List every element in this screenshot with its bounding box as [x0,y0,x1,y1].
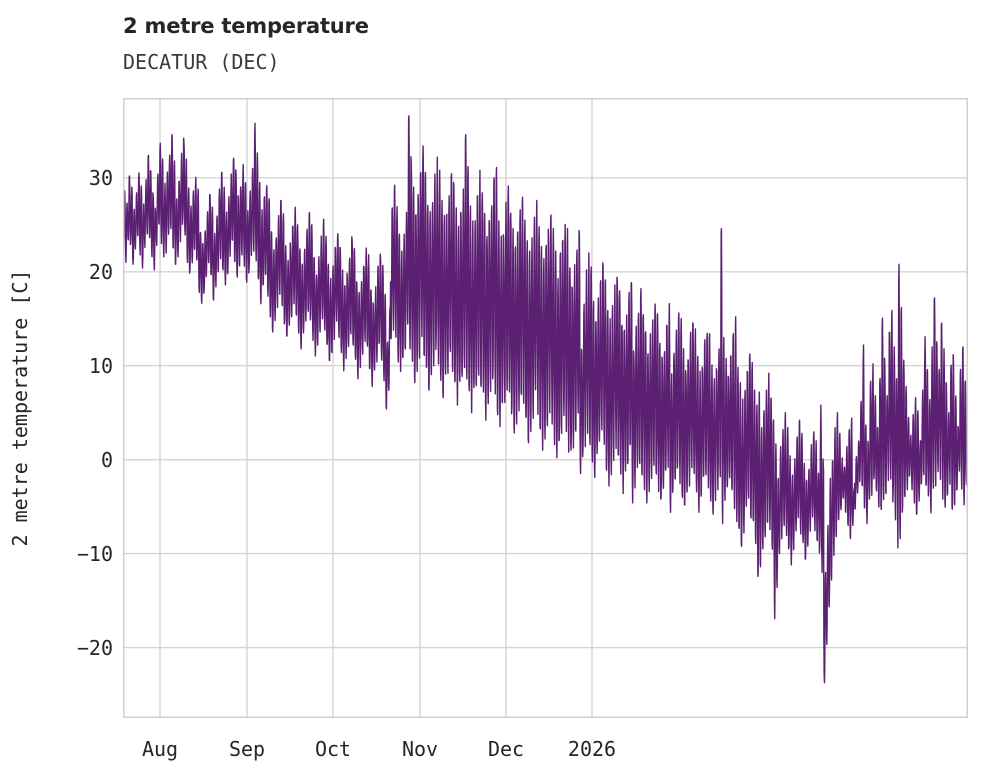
y-tick-label: −10 [76,541,113,566]
chart-subtitle: DECATUR (DEC) [123,50,280,74]
x-tick-label: Oct [314,737,352,761]
x-tick-label: Sep [228,737,266,761]
x-tick-label: 2026 [567,737,617,761]
x-tick-label: Nov [401,737,439,761]
x-tick-label: Dec [487,737,525,761]
y-tick-label: 30 [88,165,113,190]
y-tick-label: 20 [88,259,113,284]
y-axis-ticks: 30 20 10 0 −10 −20 [0,0,113,782]
x-tick-label: Aug [141,737,179,761]
plot-border [123,98,968,718]
y-tick-label: −20 [76,635,113,660]
temperature-line-chart [123,98,968,718]
temperature-series-line [123,115,968,684]
plot-area [123,98,968,718]
page-title: 2 metre temperature [123,14,369,38]
y-tick-label: 0 [100,447,113,472]
y-tick-label: 10 [88,353,113,378]
